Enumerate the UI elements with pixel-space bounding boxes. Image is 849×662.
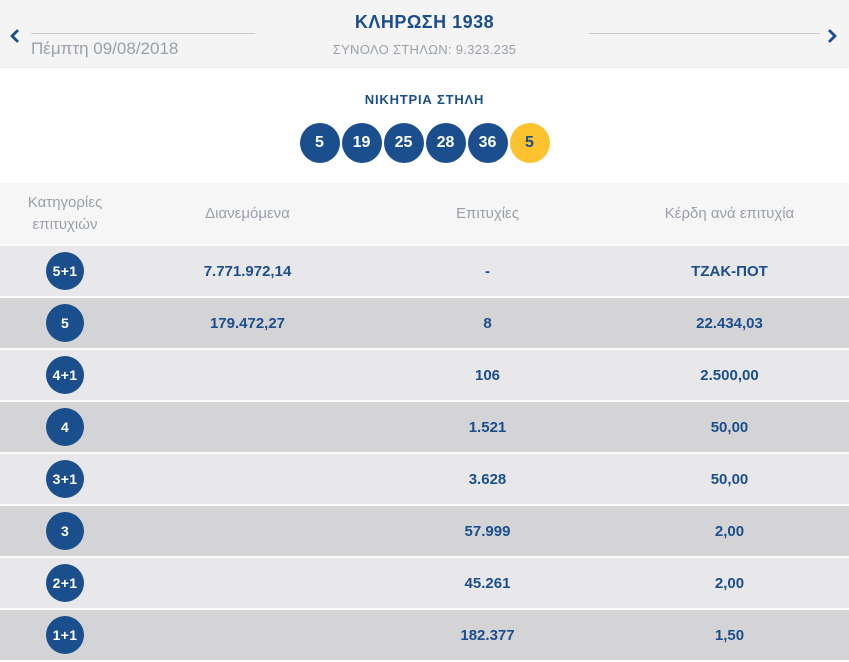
prize-cell: 2,00 <box>714 574 745 592</box>
next-draw-button[interactable] <box>819 26 841 46</box>
wins-cell: 8 <box>483 314 492 332</box>
distributed-cell: 179.472,27 <box>209 314 286 332</box>
wins-cell: 45.261 <box>464 574 511 592</box>
results-table: Κατηγορίες επιτυχιών Διανεμόμενα Επιτυχί… <box>0 183 849 660</box>
category-badge: 4+1 <box>46 356 84 394</box>
prize-cell: 50,00 <box>710 418 749 436</box>
column-header-wins: Επιτυχίες <box>456 205 519 222</box>
distributed-cell <box>130 610 365 660</box>
joker-number-ball: 5 <box>509 123 550 163</box>
column-header-distributed: Διανεμόμενα <box>205 205 290 222</box>
winning-numbers: 5 19 25 28 36 5 <box>0 123 849 163</box>
total-columns: ΣΥΝΟΛΟ ΣΤΗΛΩΝ: 9.323.235 <box>332 42 517 57</box>
table-row: 5+1 7.771.972,14 - ΤΖΑΚ-ΠΟΤ <box>0 244 849 296</box>
winning-column-heading: ΝΙΚΗΤΡΙΑ ΣΤΗΛΗ <box>364 92 485 107</box>
date-underline <box>31 33 255 34</box>
distributed-cell <box>130 402 365 452</box>
draw-header: Πέμπτη 09/08/2018 ΚΛΗΡΩΣΗ 1938 ΣΥΝΟΛΟ ΣΤ… <box>0 0 849 68</box>
distributed-cell <box>130 506 365 556</box>
wins-cell: 182.377 <box>460 626 515 644</box>
category-badge: 5 <box>46 304 84 342</box>
winning-number-ball: 25 <box>383 123 424 163</box>
table-row: 2+1 45.261 2,00 <box>0 556 849 608</box>
chevron-right-icon <box>822 28 838 44</box>
draw-title: ΚΛΗΡΩΣΗ 1938 <box>354 12 495 32</box>
category-badge: 3+1 <box>46 460 84 498</box>
table-row: 5 179.472,27 8 22.434,03 <box>0 296 849 348</box>
prize-cell: ΤΖΑΚ-ΠΟΤ <box>691 262 768 280</box>
category-badge: 3 <box>46 512 84 550</box>
winning-number-ball: 36 <box>467 123 508 163</box>
column-header-prize: Κέρδη ανά επιτυχία <box>664 205 795 222</box>
table-header: Κατηγορίες επιτυχιών Διανεμόμενα Επιτυχί… <box>0 183 849 244</box>
table-row: 4 1.521 50,00 <box>0 400 849 452</box>
winning-column-section: ΝΙΚΗΤΡΙΑ ΣΤΗΛΗ 5 19 25 28 36 5 <box>0 68 849 183</box>
wins-cell: 1.521 <box>468 418 507 436</box>
table-row: 3 57.999 2,00 <box>0 504 849 556</box>
prize-cell: 22.434,03 <box>696 314 763 332</box>
distributed-cell <box>130 350 365 400</box>
prize-cell: 2.500,00 <box>700 366 759 384</box>
prize-cell: 1,50 <box>714 626 745 644</box>
draw-date: Πέμπτη 09/08/2018 <box>31 39 179 58</box>
distributed-cell <box>130 454 365 504</box>
table-row: 4+1 106 2.500,00 <box>0 348 849 400</box>
prize-cell: 50,00 <box>710 470 749 488</box>
wins-cell: 106 <box>474 366 501 384</box>
draw-title-block: ΚΛΗΡΩΣΗ 1938 ΣΥΝΟΛΟ ΣΤΗΛΩΝ: 9.323.235 <box>0 12 849 57</box>
winning-number-ball: 5 <box>299 123 340 163</box>
wins-cell: 3.628 <box>468 470 507 488</box>
wins-cell: 57.999 <box>464 522 511 540</box>
winning-number-ball: 19 <box>341 123 382 163</box>
category-badge: 4 <box>46 408 84 446</box>
wins-cell: - <box>485 262 490 280</box>
next-underline <box>589 33 820 34</box>
category-badge: 2+1 <box>46 564 84 602</box>
category-badge: 5+1 <box>46 252 84 290</box>
distributed-cell: 7.771.972,14 <box>203 262 292 280</box>
column-header-categories: Κατηγορίες επιτυχιών <box>27 193 103 233</box>
prize-cell: 2,00 <box>714 522 745 540</box>
table-row: 3+1 3.628 50,00 <box>0 452 849 504</box>
distributed-cell <box>130 558 365 608</box>
category-badge: 1+1 <box>46 616 84 654</box>
table-row: 1+1 182.377 1,50 <box>0 608 849 660</box>
winning-number-ball: 28 <box>425 123 466 163</box>
